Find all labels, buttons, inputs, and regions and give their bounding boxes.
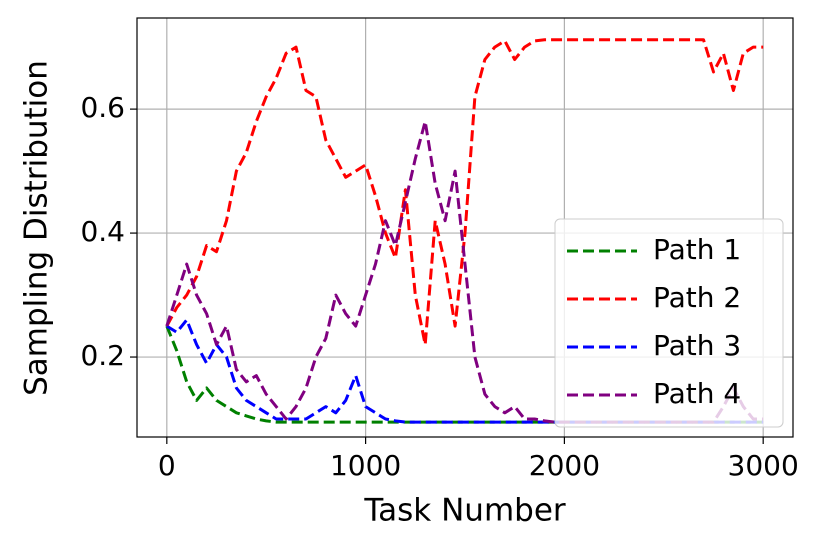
y-tick-label: 0.6	[80, 91, 125, 124]
legend: Path 1 Path 2 Path 3 Path 4	[554, 218, 784, 428]
legend-label: Path 3	[653, 329, 741, 362]
x-axis-label: Task Number	[363, 493, 566, 529]
x-tick-label: 3000	[728, 449, 799, 482]
x-tick-label: 2000	[529, 449, 600, 482]
legend-label: Path 4	[653, 377, 741, 410]
legend-label: Path 2	[653, 281, 741, 314]
legend-label: Path 1	[653, 233, 741, 266]
legend-box	[554, 218, 784, 428]
series-line	[166, 318, 764, 424]
plot-frame	[136, 17, 794, 438]
x-tick-label: 0	[158, 449, 176, 482]
series-line	[165, 38, 764, 347]
y-axis-label: Sampling Distribution	[19, 60, 55, 396]
y-tick-label: 0.4	[80, 215, 125, 248]
x-tick-label: 1000	[330, 449, 401, 482]
y-tick-label: 0.2	[80, 339, 125, 372]
